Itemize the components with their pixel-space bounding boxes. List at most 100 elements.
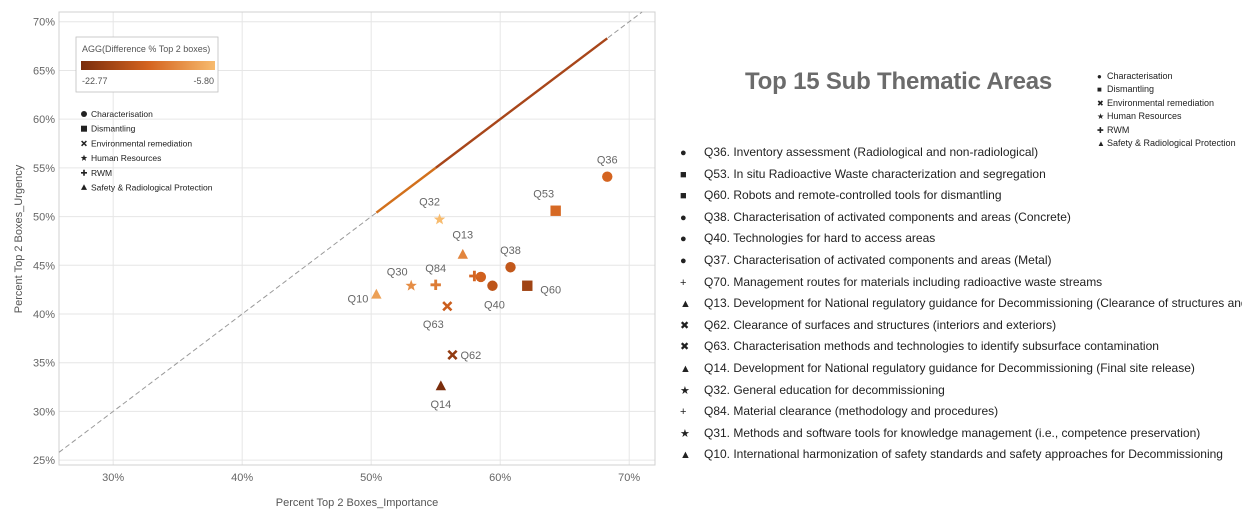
category-symbol-icon: +	[680, 406, 687, 419]
sub-thematic-item: ■ Q53. In situ Radioactive Waste characte…	[680, 164, 1242, 186]
category-symbol-icon: ★	[680, 427, 690, 440]
point-label: Q63	[423, 319, 444, 331]
x-axis-title: Percent Top 2 Boxes_Importance	[276, 497, 438, 509]
sub-thematic-text: Q31. Methods and software tools for know…	[704, 425, 1201, 440]
category-symbol-icon: ▲	[680, 449, 691, 462]
x-tick-label: 60%	[489, 472, 511, 484]
point-label: Q53	[533, 189, 554, 201]
diagonal-highlight	[434, 37, 608, 169]
sub-thematic-text: Q60. Robots and remote-controlled tools …	[704, 188, 1002, 203]
sub-thematic-item: ● Q36. Inventory assessment (Radiological…	[680, 142, 1242, 164]
y-tick-label: 70%	[33, 17, 55, 29]
x-tick-label: 70%	[618, 472, 640, 484]
category-symbol-icon: +	[680, 276, 687, 289]
point-q10	[371, 288, 382, 299]
category-symbol-icon: ▲	[680, 298, 691, 311]
shape-legend-label: RWM	[91, 168, 112, 178]
sub-thematic-item: ● Q37. Characterisation of activated comp…	[680, 250, 1242, 272]
shape-legend-icon	[81, 169, 87, 176]
category-symbol-icon: ✖	[1097, 98, 1104, 108]
sub-thematic-text: Q53. In situ Radioactive Waste character…	[704, 166, 1046, 181]
shape-legend-label: Safety & Radiological Protection	[91, 183, 213, 193]
sub-thematic-item: ★ Q31. Methods and software tools for kno…	[680, 423, 1242, 445]
category-legend-label: Dismantling	[1107, 84, 1155, 95]
sub-thematic-item: + Q84. Material clearance (methodology an…	[680, 401, 1242, 423]
sub-thematic-panel: Top 15 Sub Thematic Areas ● Characterisat…	[660, 0, 1242, 513]
sub-thematic-list: ● Q36. Inventory assessment (Radiological…	[680, 142, 1242, 466]
y-tick-label: 25%	[33, 455, 55, 467]
sub-thematic-item: ★ Q32. General education for decommission…	[680, 380, 1242, 402]
category-symbol-icon: ★	[680, 384, 690, 397]
category-legend-item: ✖ Environmental remediation	[1097, 97, 1236, 110]
shape-legend-label: Human Resources	[91, 153, 161, 163]
sub-thematic-text: Q62. Clearance of surfaces and structure…	[704, 317, 1057, 332]
y-axis-title: Percent Top 2 Boxes_Urgency	[13, 164, 25, 313]
point-q30	[405, 279, 417, 291]
point-label: Q14	[430, 399, 451, 411]
sub-thematic-text: Q63. Characterisation methods and techno…	[704, 339, 1159, 354]
sub-thematic-text: Q40. Technologies for hard to access are…	[704, 231, 936, 246]
shape-legend: Characterisation Dismantling Environmental…	[80, 109, 213, 193]
point-q70	[469, 270, 480, 282]
category-legend-label: Characterisation	[1107, 71, 1173, 81]
y-tick-label: 45%	[33, 260, 55, 272]
point-q36	[602, 171, 613, 182]
category-legend-item: ▲ Safety & Radiological Protection	[1097, 137, 1236, 150]
sub-thematic-text: Q38. Characterisation of activated compo…	[704, 209, 1071, 224]
point-q13	[457, 248, 468, 259]
point-label: Q36	[597, 155, 618, 167]
sub-thematic-item: + Q70. Management routes for materials in…	[680, 272, 1242, 294]
shape-legend-icon	[81, 125, 87, 132]
shape-legend-icon	[81, 140, 87, 147]
sub-thematic-item: ▲ Q10. International harmonization of saf…	[680, 444, 1242, 466]
category-legend-label: Safety & Radiological Protection	[1107, 137, 1236, 148]
y-tick-label: 30%	[33, 406, 55, 418]
point-label: Q62	[460, 350, 481, 362]
sub-thematic-text: Q32. General education for decommissioni…	[704, 382, 945, 397]
point-q40	[487, 280, 498, 291]
category-symbol-icon: ■	[1097, 85, 1102, 95]
sub-thematic-text: Q13. Development for National regulatory…	[704, 296, 1242, 311]
sub-thematic-text: Q14. Development for National regulatory…	[704, 360, 1195, 375]
sub-thematic-text: Q37. Characterisation of activated compo…	[704, 252, 1052, 267]
category-symbol-icon: ●	[1097, 72, 1102, 81]
point-label: Q84	[425, 263, 446, 275]
shape-legend-icon	[81, 111, 87, 117]
category-legend-label: Human Resources	[1107, 111, 1182, 122]
shape-legend-icon	[81, 184, 87, 190]
point-q84	[430, 279, 441, 290]
y-tick-label: 60%	[33, 114, 55, 126]
color-legend-title: AGG(Difference % Top 2 boxes)	[82, 44, 210, 54]
point-label: Q32	[419, 197, 440, 209]
category-symbol-icon: ✖	[680, 319, 690, 332]
category-symbol-icon: ■	[680, 190, 687, 203]
sub-thematic-text: Q36. Inventory assessment (Radiological …	[704, 145, 1039, 159]
y-tick-label: 50%	[33, 212, 55, 224]
category-legend-label: RWM	[1107, 124, 1130, 135]
y-tick-label: 35%	[33, 358, 55, 370]
plot-frame	[58, 11, 656, 466]
category-symbol-icon: ▲	[1097, 138, 1105, 148]
category-legend-item: ● Characterisation	[1097, 70, 1236, 83]
diagonal-reference	[58, 11, 643, 453]
sub-thematic-item: ▲ Q14. Development for National regulator…	[680, 358, 1242, 380]
point-q62	[447, 349, 458, 360]
scatter-chart: 30% 40% 50% 60% 70% 25% 30% 35% 40% 45% 50% 55% 60%…	[13, 11, 656, 509]
point-label: Q40	[484, 300, 505, 312]
x-tick-label: 30%	[102, 472, 124, 484]
category-legend-item: ★ Human Resources	[1097, 110, 1236, 123]
point-q38	[505, 262, 516, 273]
category-symbol-icon: ✖	[680, 341, 690, 354]
sub-thematic-text: Q10. International harmonization of safe…	[704, 447, 1223, 462]
point-q32	[433, 213, 446, 225]
point-q63	[442, 301, 453, 312]
y-tick-label: 65%	[33, 65, 55, 77]
x-tick-label: 50%	[360, 472, 382, 484]
point-q14	[435, 380, 447, 391]
point-label: Q10	[348, 294, 369, 306]
category-symbol-icon: ✚	[1097, 125, 1104, 135]
point-q60	[522, 280, 533, 291]
point-label: Q13	[452, 230, 473, 242]
sub-thematic-item: ▲ Q13. Development for National regulator…	[680, 293, 1242, 315]
category-legend: ● Characterisation ■ Dismantling ✖ Environmen…	[1097, 70, 1236, 150]
